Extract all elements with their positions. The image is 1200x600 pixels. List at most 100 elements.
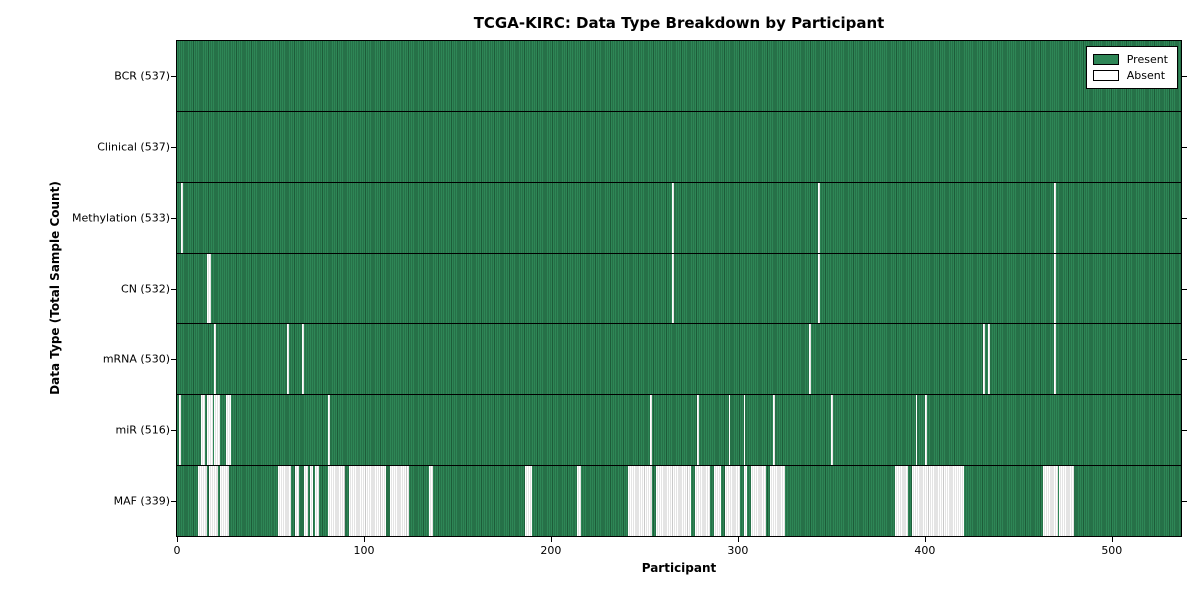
- presence-matrix: [177, 41, 1181, 537]
- absent-bar: [429, 466, 434, 537]
- y-tick-label-bcr: BCR (537): [114, 69, 170, 83]
- y-axis-label: Data Type (Total Sample Count): [48, 181, 62, 395]
- legend: Present Absent: [1085, 46, 1178, 90]
- x-tick-label-0: 0: [173, 544, 181, 557]
- absent-bar: [206, 395, 213, 466]
- y-tick-mark-left: [171, 500, 176, 502]
- x-tick-label-500: 500: [1101, 544, 1123, 557]
- absent-bar: [694, 466, 710, 537]
- x-tick-label-400: 400: [914, 544, 936, 557]
- absent-bar: [911, 466, 965, 537]
- row-bcr: [177, 41, 1181, 112]
- absent-bar: [1053, 253, 1056, 324]
- legend-label-present: Present: [1126, 53, 1168, 66]
- absent-bar: [650, 395, 652, 466]
- legend-label-absent: Absent: [1126, 69, 1166, 83]
- absent-bar: [304, 466, 308, 537]
- absent-bar: [924, 395, 927, 466]
- x-tick-label-200: 200: [540, 544, 562, 557]
- legend-item-absent: Absent: [1092, 69, 1168, 83]
- absent-bar: [206, 253, 211, 324]
- absent-bar: [178, 395, 181, 466]
- legend-item-present: Present: [1092, 53, 1168, 66]
- absent-bar: [672, 182, 675, 253]
- y-tick-label-methylation: Methylation (533): [72, 211, 170, 225]
- row-clinical: [177, 111, 1181, 183]
- absent-bar: [696, 395, 699, 466]
- absent-bar: [201, 395, 206, 466]
- legend-swatch-absent: [1092, 70, 1119, 82]
- absent-bar: [988, 324, 991, 395]
- absent-bar: [808, 324, 811, 395]
- row-mrna: [177, 324, 1181, 396]
- absent-bar: [524, 466, 533, 537]
- absent-bar: [277, 466, 292, 537]
- absent-bar: [743, 395, 746, 466]
- absent-bar: [349, 466, 387, 537]
- row-mir: [177, 395, 1181, 467]
- y-tick-mark-right: [1182, 500, 1187, 502]
- absent-bar: [982, 324, 985, 395]
- absent-bar: [915, 395, 918, 466]
- legend-swatch-present: [1092, 54, 1119, 66]
- absent-bar: [1059, 466, 1075, 537]
- absent-bar: [750, 466, 766, 537]
- y-tick-mark-left: [171, 429, 176, 431]
- absent-bar: [743, 466, 748, 537]
- absent-bar: [728, 395, 731, 466]
- x-tick-mark: [363, 537, 365, 542]
- absent-bar: [1042, 466, 1058, 537]
- y-tick-mark-left: [171, 76, 176, 78]
- absent-bar: [214, 395, 220, 466]
- x-axis-label: Participant: [641, 561, 717, 575]
- y-tick-mark-left: [171, 288, 176, 290]
- absent-bar: [577, 466, 581, 537]
- absent-bar: [724, 466, 740, 537]
- y-tick-mark-right: [1182, 359, 1187, 361]
- y-tick-label-mir: miR (516): [115, 423, 171, 437]
- absent-bar: [214, 324, 217, 395]
- absent-bar: [302, 324, 305, 395]
- y-tick-mark-left: [171, 147, 176, 149]
- absent-bar: [1053, 182, 1056, 253]
- absent-bar: [225, 395, 232, 466]
- plot-area: Present Absent: [176, 40, 1182, 537]
- absent-bar: [208, 466, 219, 537]
- y-tick-mark-right: [1182, 76, 1187, 78]
- x-tick-mark: [1111, 537, 1113, 542]
- y-tick-mark-left: [171, 359, 176, 361]
- y-tick-mark-right: [1182, 217, 1187, 219]
- absent-bar: [315, 466, 320, 537]
- y-tick-mark-right: [1182, 147, 1187, 149]
- row-methylation: [177, 182, 1181, 254]
- absent-bar: [894, 466, 909, 537]
- absent-bar: [294, 466, 299, 537]
- y-tick-label-cn: CN (532): [121, 282, 170, 295]
- absent-bar: [328, 466, 346, 537]
- absent-bar: [672, 253, 675, 324]
- y-tick-mark-left: [171, 217, 176, 219]
- absent-bar: [655, 466, 692, 537]
- absent-bar: [287, 324, 290, 395]
- x-tick-mark: [177, 537, 178, 542]
- absent-bar: [390, 466, 409, 537]
- absent-bar: [328, 395, 331, 466]
- absent-bar: [773, 395, 776, 466]
- absent-bar: [713, 466, 722, 537]
- absent-bar: [818, 182, 821, 253]
- absent-bar: [309, 466, 314, 537]
- absent-bar: [627, 466, 652, 537]
- x-tick-mark: [737, 537, 739, 542]
- x-tick-label-100: 100: [353, 544, 375, 557]
- row-maf: [177, 466, 1181, 537]
- absent-bar: [197, 466, 207, 537]
- x-tick-mark: [924, 537, 926, 542]
- y-tick-label-mrna: mRNA (530): [102, 352, 170, 366]
- chart-title: TCGA-KIRC: Data Type Breakdown by Partic…: [473, 14, 885, 32]
- absent-bar: [818, 253, 821, 324]
- absent-bar: [1053, 324, 1056, 395]
- absent-bar: [220, 466, 230, 537]
- x-tick-label-300: 300: [727, 544, 749, 557]
- y-tick-label-clinical: Clinical (537): [97, 140, 170, 154]
